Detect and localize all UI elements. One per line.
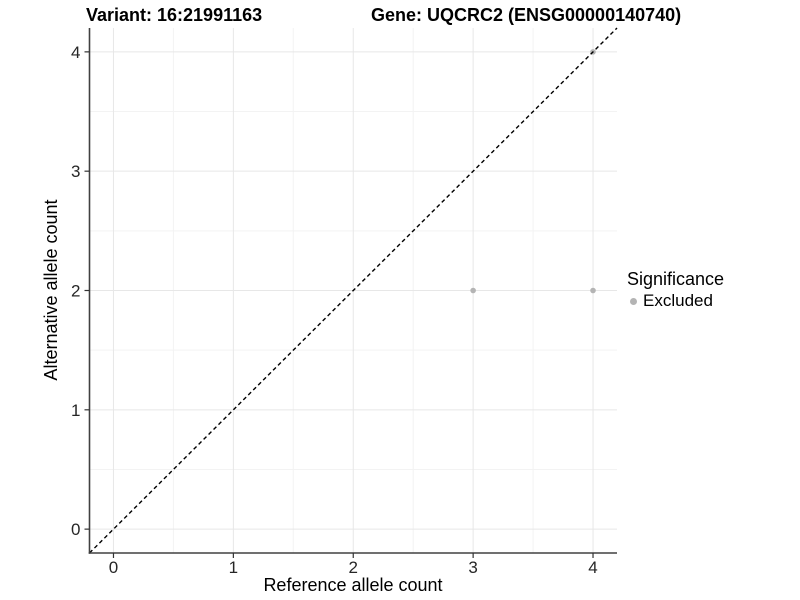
legend: Significance Excluded [627, 269, 724, 311]
y-tick-label: 3 [71, 162, 80, 181]
y-tick-label: 2 [71, 282, 80, 301]
variant-title: Variant: 16:21991163 [86, 5, 263, 25]
y-axis-title: Alternative allele count [41, 199, 61, 381]
x-tick-label: 4 [588, 558, 597, 577]
y-tick-label: 4 [71, 43, 80, 62]
x-tick-label: 1 [229, 558, 238, 577]
identity-line [89, 27, 618, 554]
legend-item-label: Excluded [643, 291, 713, 310]
legend-title: Significance [627, 269, 725, 289]
x-axis-title: Reference allele count [263, 575, 443, 595]
y-tick-label: 1 [71, 401, 80, 420]
x-tick-label: 0 [109, 558, 118, 577]
excluded-point-icon [630, 297, 637, 305]
legend-item-excluded: Excluded [630, 291, 724, 311]
x-tick-label: 3 [468, 558, 477, 577]
y-tick-label: 0 [71, 520, 80, 539]
gene-title: Gene: UQCRC2 (ENSG00000140740) [371, 5, 682, 25]
data-point [590, 287, 596, 294]
data-point [470, 287, 476, 294]
x-tick-label: 2 [349, 558, 358, 577]
